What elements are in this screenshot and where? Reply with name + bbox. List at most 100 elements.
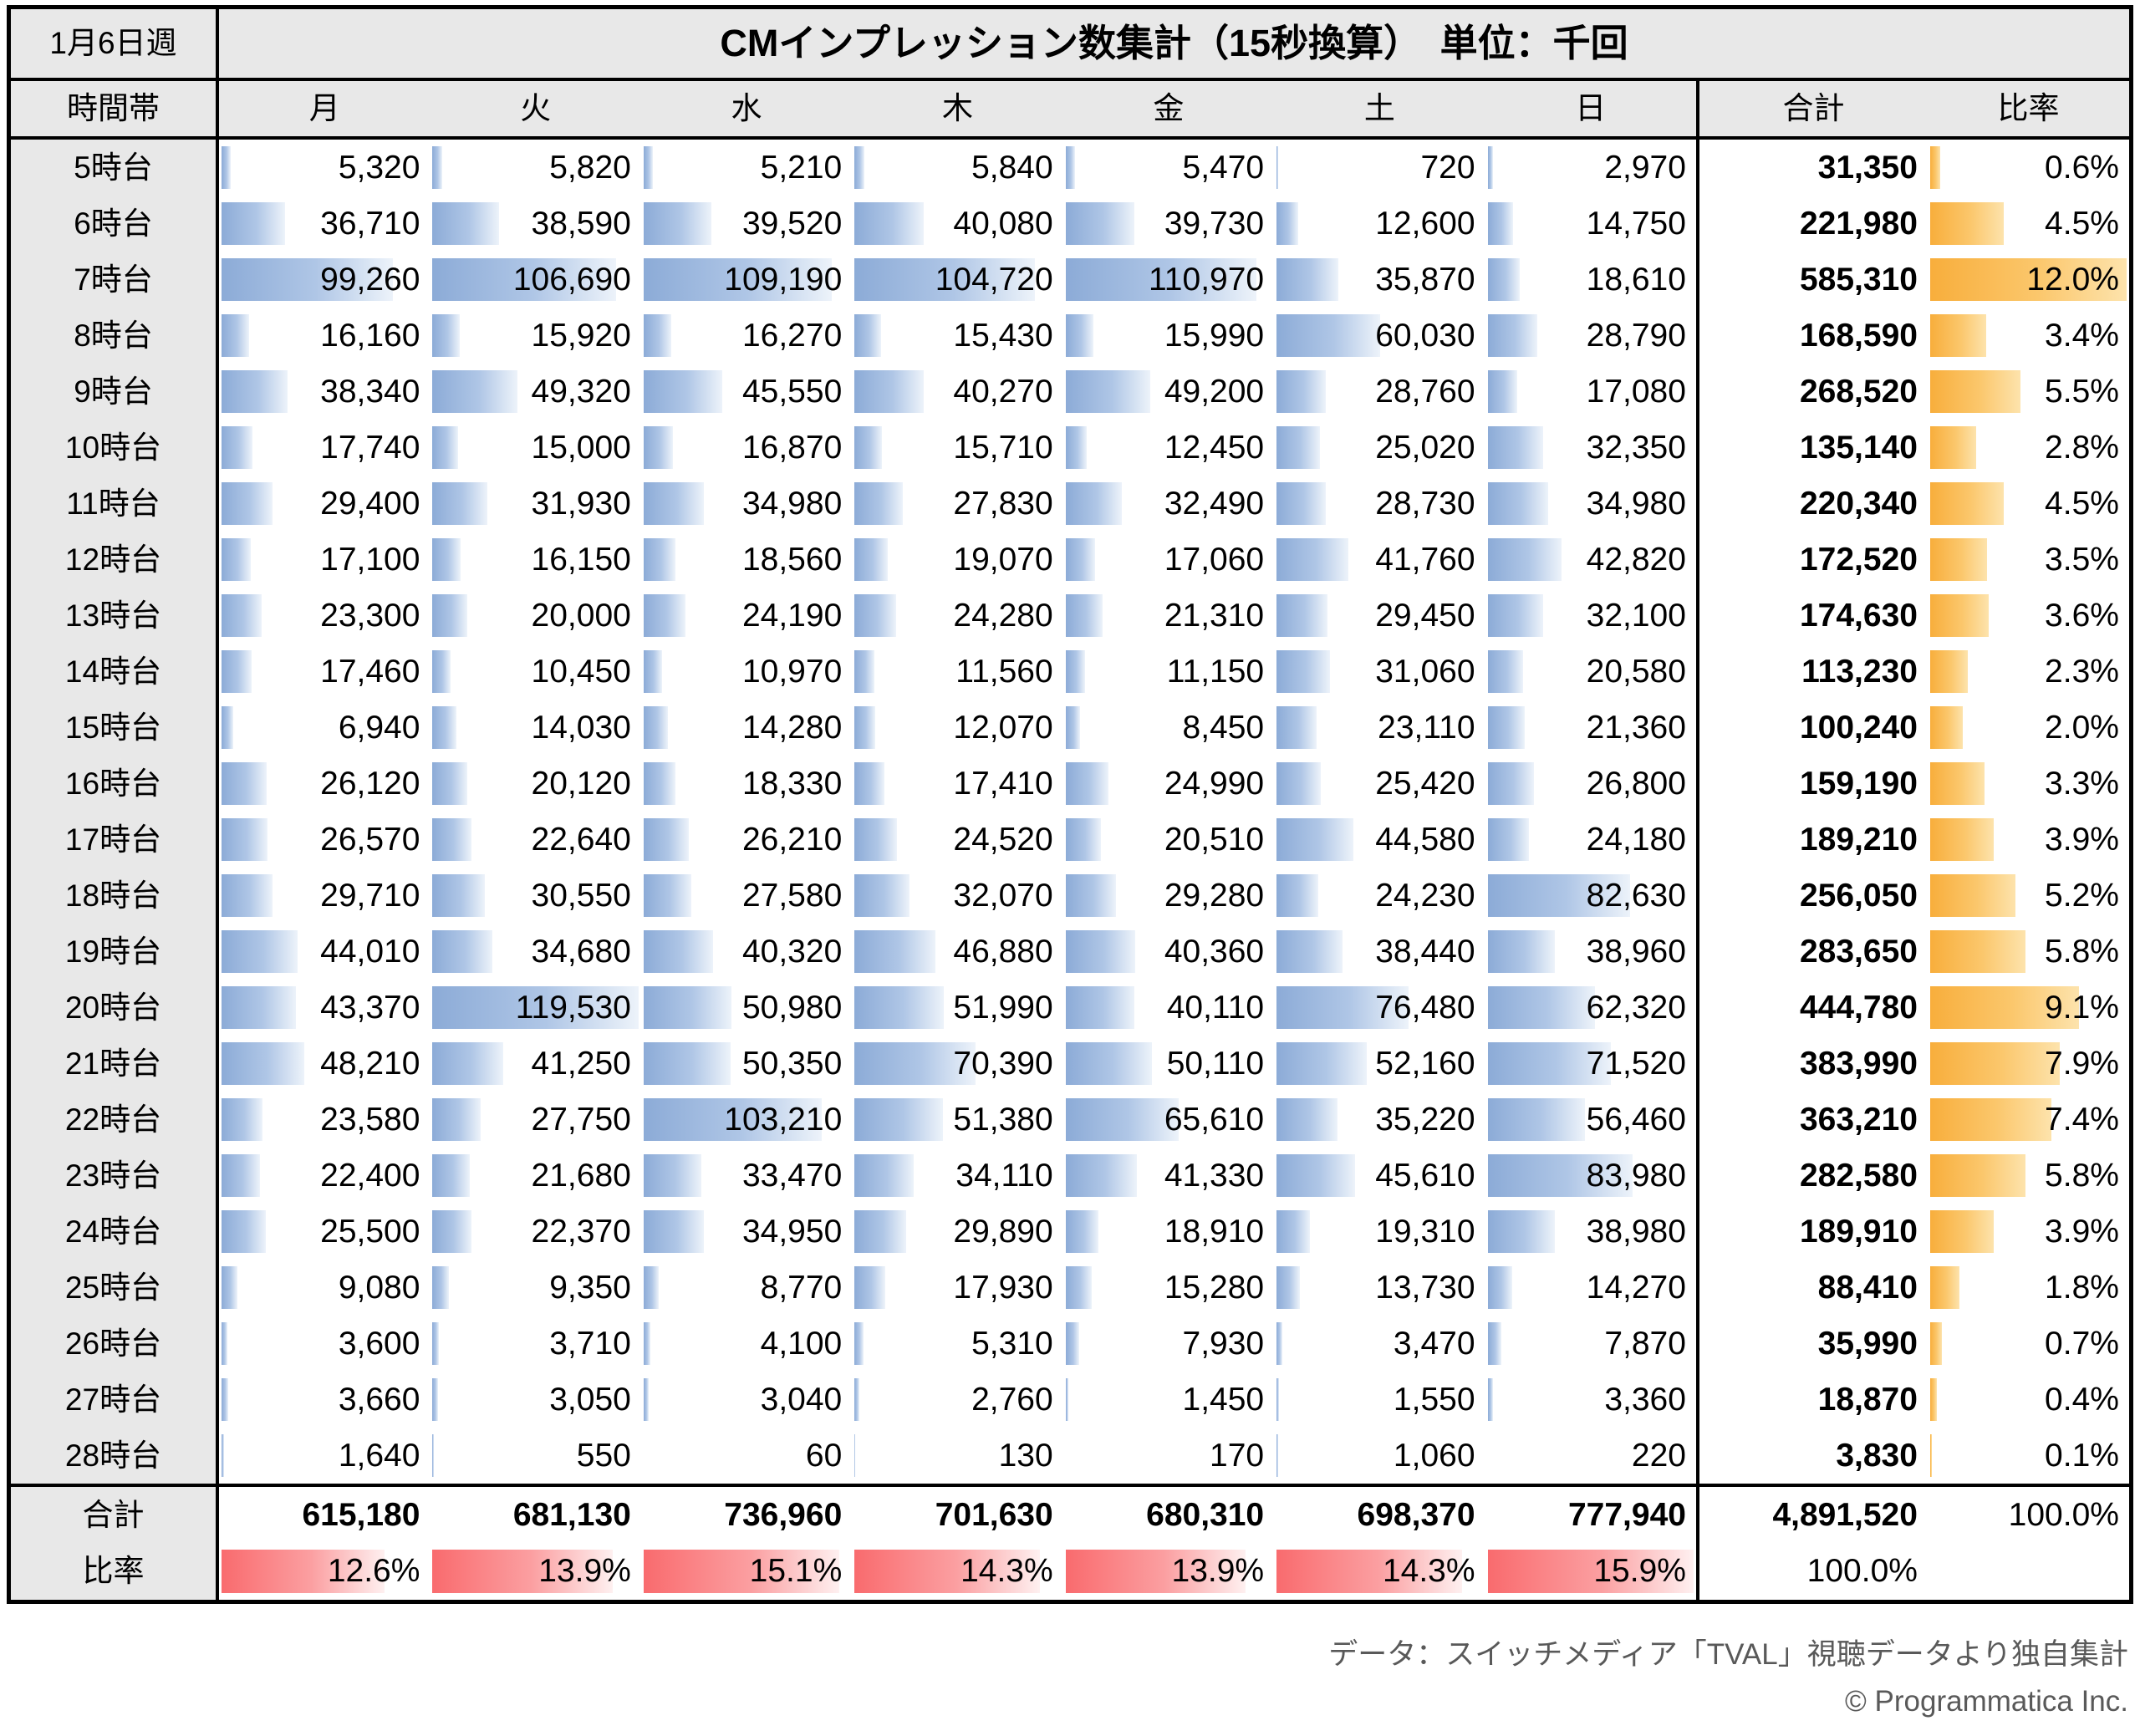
impressions-value: 34,980 — [1586, 486, 1686, 522]
impressions-data-bar — [1276, 146, 1278, 189]
impressions-data-bar — [854, 426, 882, 469]
impressions-data-bar — [1065, 146, 1075, 189]
grand-total-ratio-value: 100.0% — [2008, 1497, 2119, 1533]
impressions-data-bar — [854, 930, 1060, 973]
impressions-value: 22,400 — [320, 1158, 420, 1194]
ratio-data-bar — [1929, 1042, 2127, 1085]
impressions-value: 24,230 — [1375, 878, 1475, 914]
impressions-cell: 76,480 — [1274, 980, 1485, 1036]
impressions-cell: 41,250 — [430, 1036, 640, 1092]
impressions-cell: 83,980 — [1485, 1148, 1696, 1204]
row-total-cell: 172,520 — [1695, 532, 1928, 588]
impressions-data-bar — [1276, 1042, 1482, 1085]
impressions-data-bar — [222, 594, 427, 637]
impressions-cell: 550 — [430, 1428, 640, 1484]
impressions-data-bar — [432, 874, 486, 917]
column-ratio-data-bar — [643, 1550, 839, 1593]
impressions-value: 14,030 — [531, 710, 631, 746]
impressions-data-bar — [1065, 314, 1093, 357]
ratio-data-bar — [1929, 1266, 2127, 1309]
impressions-cell: 41,330 — [1063, 1148, 1274, 1204]
row-ratio-value: 3.4% — [2045, 318, 2119, 354]
impressions-value: 170 — [1210, 1438, 1265, 1474]
impressions-data-bar — [643, 986, 731, 1029]
impressions-data-bar — [1487, 1378, 1694, 1421]
impressions-value: 39,730 — [1164, 206, 1265, 242]
row-ratio-cell: 0.6% — [1928, 140, 2129, 196]
impressions-data-bar — [432, 1210, 638, 1253]
impressions-value: 21,680 — [531, 1158, 631, 1194]
impressions-value: 31,060 — [1375, 654, 1475, 690]
impressions-value: 25,020 — [1375, 430, 1475, 466]
ratio-data-bar — [1929, 874, 2127, 917]
row-total-cell: 282,580 — [1695, 1148, 1928, 1204]
impressions-value: 31,930 — [531, 486, 631, 522]
impressions-cell: 40,360 — [1063, 924, 1274, 980]
ratio-data-bar — [1929, 594, 2127, 637]
impressions-value: 40,270 — [953, 374, 1053, 410]
impressions-cell: 27,750 — [430, 1092, 640, 1148]
impressions-data-bar — [1276, 930, 1343, 973]
impressions-data-bar — [1276, 426, 1482, 469]
copyright-note: © Programmatica Inc. — [1845, 1685, 2128, 1718]
impressions-data-bar — [854, 426, 1060, 469]
impressions-data-bar — [643, 146, 849, 189]
impressions-value: 550 — [576, 1438, 631, 1474]
impressions-data-bar — [222, 1042, 427, 1085]
time-slot-label: 10時台 — [11, 420, 219, 476]
row-ratio-cell: 12.0% — [1928, 252, 2129, 308]
impressions-data-bar — [432, 1266, 449, 1309]
impressions-value: 20,510 — [1164, 822, 1265, 858]
ratio-data-bar — [1929, 650, 1968, 693]
table-row: 23時台 22,400 21,680 33,470 34,110 41,330 45,610… — [11, 1148, 2129, 1204]
impressions-data-bar — [854, 1210, 1060, 1253]
row-total-value: 159,190 — [1799, 766, 1918, 802]
impressions-data-bar — [432, 1378, 438, 1421]
impressions-data-bar — [1065, 650, 1271, 693]
impressions-data-bar — [643, 1042, 731, 1085]
impressions-value: 41,760 — [1375, 542, 1475, 578]
impressions-data-bar — [432, 1098, 481, 1141]
impressions-cell: 23,580 — [219, 1092, 430, 1148]
row-total-value: 168,590 — [1799, 318, 1918, 354]
impressions-data-bar — [1487, 1322, 1694, 1365]
impressions-data-bar — [643, 314, 672, 357]
impressions-data-bar — [854, 1098, 1060, 1141]
impressions-data-bar — [854, 370, 925, 413]
impressions-value: 3,660 — [338, 1382, 420, 1418]
column-ratio-value: 13.9% — [538, 1553, 631, 1589]
impressions-data-bar — [1276, 1154, 1482, 1197]
impressions-data-bar — [854, 706, 1060, 749]
impressions-value: 3,360 — [1604, 1382, 1686, 1418]
impressions-data-bar — [1487, 258, 1520, 301]
impressions-cell: 44,010 — [219, 924, 430, 980]
table-row: 25時台 9,080 9,350 8,770 17,930 15,280 13,730 14,… — [11, 1260, 2129, 1316]
impressions-data-bar — [432, 650, 451, 693]
impressions-data-bar — [854, 258, 1060, 301]
column-ratio-value: 15.9% — [1593, 1553, 1686, 1589]
ratios-empty-cell — [1928, 1543, 2129, 1600]
impressions-cell: 65,610 — [1063, 1092, 1274, 1148]
impressions-cell: 130 — [852, 1428, 1062, 1484]
impressions-data-bar — [643, 202, 849, 245]
impressions-value: 44,580 — [1375, 822, 1475, 858]
impressions-data-bar — [432, 370, 518, 413]
impressions-value: 19,070 — [953, 542, 1053, 578]
impressions-value: 17,930 — [953, 1270, 1053, 1306]
impressions-value: 5,840 — [971, 150, 1053, 186]
impressions-data-bar — [432, 594, 638, 637]
row-total-value: 174,630 — [1799, 598, 1918, 634]
impressions-data-bar — [432, 1266, 638, 1309]
impressions-value: 50,110 — [1166, 1046, 1265, 1082]
row-ratio-cell: 2.0% — [1928, 700, 2129, 756]
impressions-data-bar — [1276, 1434, 1482, 1477]
impressions-cell: 15,280 — [1063, 1260, 1274, 1316]
time-slot-label: 21時台 — [11, 1036, 219, 1092]
impressions-data-bar — [222, 762, 267, 805]
impressions-cell: 34,110 — [852, 1148, 1062, 1204]
impressions-data-bar — [854, 762, 1060, 805]
impressions-data-bar — [432, 818, 638, 861]
impressions-value: 33,470 — [741, 1158, 843, 1194]
impressions-cell: 16,160 — [219, 308, 430, 364]
impressions-data-bar — [1276, 370, 1327, 413]
